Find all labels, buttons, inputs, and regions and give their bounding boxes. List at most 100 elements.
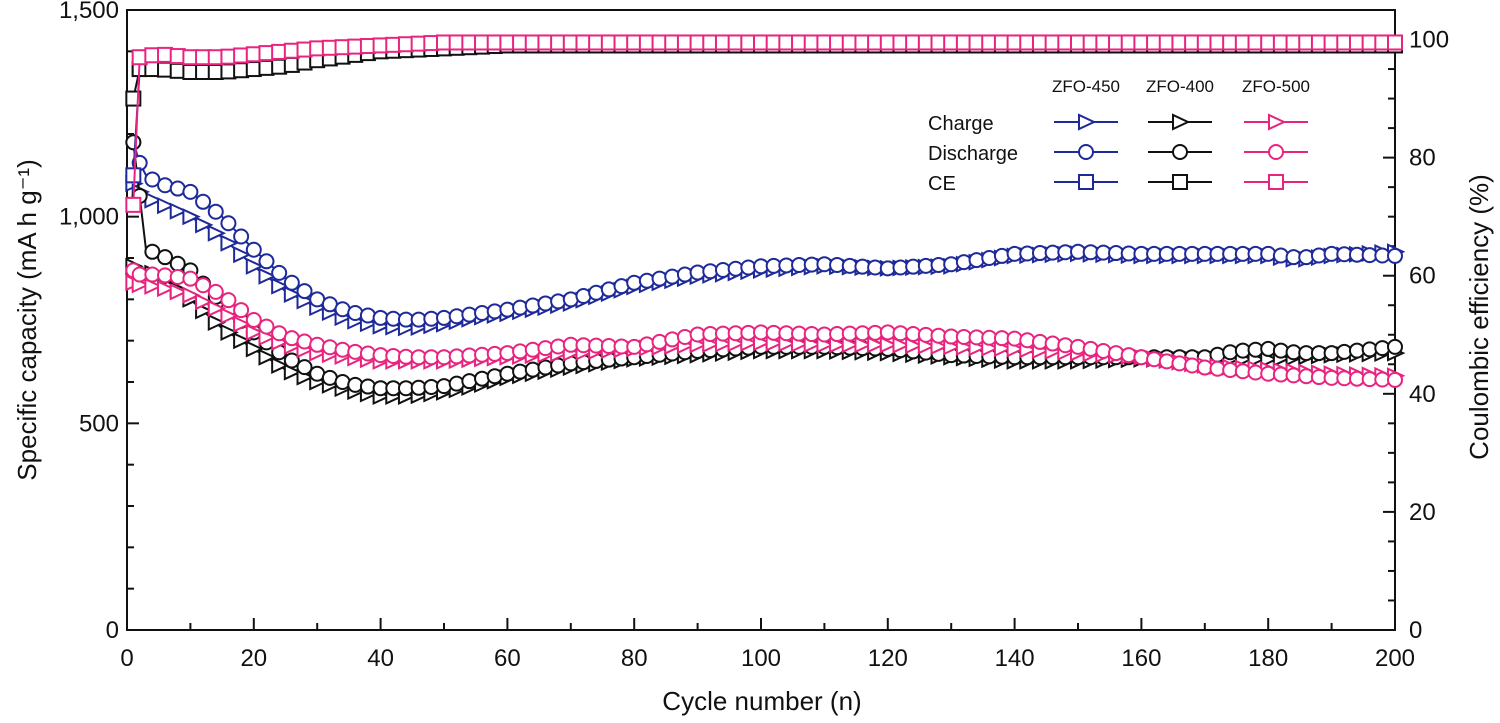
x-tick-label: 180 <box>1248 645 1288 672</box>
data-point-zfo-450-discharge <box>283 274 300 291</box>
y-right-tick-label: 60 <box>1409 263 1436 290</box>
data-point-zfo-400-discharge <box>461 373 478 390</box>
data-point-zfo-450-charge <box>283 285 303 303</box>
data-point-zfo-400-charge <box>220 323 239 341</box>
y-left-tick-label: 1,500 <box>59 0 119 24</box>
data-point-zfo-400-discharge <box>524 361 541 378</box>
legend-column-zfo-500: ZFO-500 <box>1242 77 1310 96</box>
data-point-zfo-450-charge <box>207 224 227 242</box>
data-point-zfo-400-discharge <box>537 359 554 376</box>
legend-marker-triangle <box>1078 113 1097 131</box>
data-point-zfo-400-discharge <box>486 368 503 385</box>
data-point-zfo-450-discharge <box>182 183 199 200</box>
data-point-zfo-450-discharge <box>993 247 1010 264</box>
data-point-zfo-500-discharge <box>258 318 275 335</box>
data-point-zfo-400-discharge <box>512 363 529 380</box>
data-point-zfo-450-charge <box>169 202 189 220</box>
data-point-zfo-450-discharge <box>359 307 376 324</box>
data-point-zfo-450-discharge <box>676 266 693 283</box>
data-point-zfo-450-charge <box>195 216 214 234</box>
data-point-zfo-450-discharge <box>271 264 288 281</box>
data-point-zfo-500-discharge <box>1146 351 1163 368</box>
data-point-zfo-500-charge <box>892 336 911 354</box>
data-point-zfo-500-discharge <box>1120 347 1137 364</box>
data-point-zfo-450-charge <box>258 267 277 285</box>
y-axis-right: 0 20 40 60 80 100 <box>1383 9 1449 644</box>
data-point-zfo-500-discharge <box>638 336 655 353</box>
y-axis-left: 0 500 1,000 1,500 <box>59 0 139 644</box>
data-point-zfo-500-discharge <box>1108 345 1125 362</box>
data-point-zfo-450-discharge <box>626 274 643 291</box>
data-point-zfo-450-charge <box>157 197 176 215</box>
data-point-zfo-500-discharge <box>651 333 668 350</box>
data-point-zfo-400-charge <box>258 348 277 366</box>
y-right-tick-label: 40 <box>1409 381 1436 408</box>
data-point-zfo-500-discharge <box>1082 340 1099 357</box>
data-point-zfo-450-charge <box>233 246 252 264</box>
series-layer <box>125 34 1406 406</box>
data-point-zfo-450-charge <box>182 208 201 226</box>
legend-marker-square <box>1172 174 1188 190</box>
y-right-tick-label: 100 <box>1409 27 1449 54</box>
data-point-zfo-450-discharge <box>524 297 541 314</box>
data-point-zfo-400-charge <box>233 332 252 350</box>
data-point-zfo-500-discharge <box>1171 355 1188 372</box>
data-point-zfo-450-discharge <box>943 256 960 273</box>
data-point-zfo-500-charge <box>905 337 924 355</box>
data-point-zfo-500-charge <box>195 293 214 311</box>
data-point-zfo-400-discharge <box>296 359 313 376</box>
data-point-zfo-500-charge <box>169 283 189 301</box>
data-point-zfo-400-discharge <box>1387 338 1403 355</box>
series-zfo-500-discharge <box>125 262 1403 388</box>
data-point-zfo-450-charge <box>220 234 239 252</box>
data-point-zfo-450-discharge <box>512 299 529 316</box>
data-point-zfo-450-discharge <box>195 193 212 210</box>
data-point-zfo-450-charge <box>245 257 265 275</box>
data-point-zfo-450-discharge <box>651 270 668 287</box>
x-tick-label: 80 <box>621 645 648 672</box>
y-right-tick-label: 20 <box>1409 499 1436 526</box>
data-point-zfo-400-charge <box>271 356 290 375</box>
legend-marker-circle <box>1172 144 1188 160</box>
legend-row-ce: CE <box>928 173 956 195</box>
legend-row-discharge: Discharge <box>928 143 1018 165</box>
data-point-zfo-450-discharge <box>664 268 681 285</box>
data-point-zfo-450-discharge <box>207 203 224 220</box>
data-point-zfo-500-discharge <box>321 339 338 356</box>
data-point-zfo-400-charge <box>207 313 227 332</box>
x-tick-label: 60 <box>494 645 521 672</box>
data-point-zfo-400-discharge <box>436 378 452 395</box>
data-point-zfo-450-ce <box>125 167 142 184</box>
data-point-zfo-450-discharge <box>1387 247 1403 264</box>
data-point-zfo-500-discharge <box>1070 338 1086 355</box>
data-point-zfo-400-charge <box>245 340 265 358</box>
data-point-zfo-500-discharge <box>245 312 262 328</box>
legend-marker-square <box>1268 174 1284 190</box>
legend-marker-triangle <box>1268 113 1287 131</box>
x-tick-label: 120 <box>868 645 908 672</box>
data-point-zfo-450-discharge <box>144 171 161 188</box>
series-zfo-500-ce <box>125 34 1403 213</box>
x-tick-label: 40 <box>367 645 394 672</box>
data-point-zfo-450-discharge <box>245 241 262 258</box>
legend-marker-circle <box>1268 144 1284 160</box>
legend-column-zfo-450: ZFO-450 <box>1052 77 1120 96</box>
x-tick-label: 200 <box>1375 645 1415 672</box>
data-point-zfo-500-discharge <box>676 328 693 345</box>
plot-frame <box>126 9 1396 631</box>
data-point-zfo-500-discharge <box>1095 343 1112 359</box>
series-zfo-450-discharge <box>125 134 1403 328</box>
legend-marker-triangle <box>1172 113 1191 131</box>
data-point-zfo-500-discharge <box>1158 353 1175 370</box>
data-point-zfo-450-discharge <box>537 295 554 312</box>
data-point-zfo-400-discharge <box>157 249 174 266</box>
legend-samples <box>1054 113 1308 190</box>
data-point-zfo-400-discharge <box>499 365 516 382</box>
data-point-zfo-500-charge <box>144 277 163 295</box>
plot-border <box>126 9 1396 631</box>
y-right-tick-label: 80 <box>1409 145 1436 172</box>
x-tick-label: 140 <box>995 645 1035 672</box>
data-point-zfo-450-discharge <box>981 250 998 266</box>
data-point-zfo-500-discharge <box>309 336 326 353</box>
